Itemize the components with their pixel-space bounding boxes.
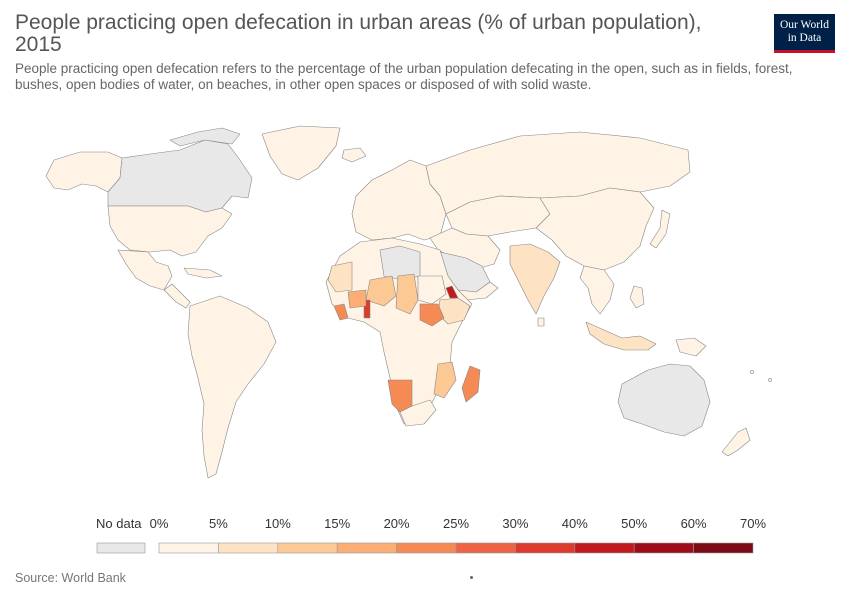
legend-bin[interactable] [218, 542, 279, 554]
region-south-sudan[interactable] [419, 303, 445, 327]
legend-tick-label: 30% [502, 516, 529, 531]
region-namibia[interactable] [387, 379, 413, 413]
region-niger[interactable] [365, 275, 397, 307]
legend-bin[interactable] [515, 542, 576, 554]
region-pacific-island-1[interactable] [750, 370, 754, 374]
region-sudan[interactable] [417, 275, 447, 305]
region-liberia[interactable] [333, 303, 349, 321]
region-usa[interactable] [107, 205, 233, 257]
legend [96, 542, 754, 554]
legend-bin[interactable] [277, 542, 338, 554]
region-mauritania[interactable] [327, 261, 353, 293]
region-south-america[interactable] [187, 295, 277, 479]
legend-tick-label: 70% [739, 516, 767, 531]
owid-logo[interactable]: Our World in Data [774, 14, 835, 53]
chart-title: People practicing open defecation in urb… [15, 11, 702, 56]
region-chad[interactable] [395, 273, 419, 315]
legend-tick-label: 0% [149, 516, 169, 531]
region-southeast-asia[interactable] [579, 265, 615, 315]
region-new-zealand[interactable] [721, 427, 751, 457]
legend-tick-label: 40% [561, 516, 588, 531]
region-alaska[interactable] [45, 151, 123, 193]
legend-no-data-swatch[interactable] [96, 542, 146, 554]
region-madagascar[interactable] [461, 365, 481, 403]
legend-bin[interactable] [336, 542, 397, 554]
region-greenland[interactable] [261, 125, 341, 181]
region-australia[interactable] [617, 363, 711, 437]
legend-bin[interactable] [693, 542, 754, 554]
legend-bin[interactable] [574, 542, 635, 554]
region-pacific-island-2[interactable] [768, 378, 772, 382]
region-mozambique[interactable] [433, 361, 457, 399]
legend-tick-label: 20% [383, 516, 410, 531]
region-china[interactable] [535, 187, 655, 271]
legend-bin[interactable] [396, 542, 457, 554]
legend-no-data-label: No data [96, 516, 142, 531]
legend-bin[interactable] [455, 542, 516, 554]
legend-tick-label: 50% [621, 516, 648, 531]
region-japan[interactable] [649, 209, 671, 249]
chart-subtitle: People practicing open defecation refers… [15, 61, 793, 92]
legend-tick-label: 25% [442, 516, 470, 531]
region-central-america[interactable] [163, 283, 191, 309]
legend-tick-label: 10% [264, 516, 291, 531]
region-europe[interactable] [351, 159, 447, 241]
legend-bin[interactable] [158, 542, 219, 554]
logo-line-2: in Data [787, 32, 822, 44]
legend-tick-label: 15% [324, 516, 351, 531]
legend-tick-label: 60% [680, 516, 707, 531]
region-west-africa[interactable] [347, 289, 367, 309]
scroll-indicator-dot [470, 576, 473, 579]
region-canada[interactable] [107, 139, 253, 213]
region-philippines[interactable] [629, 285, 645, 309]
region-indonesia[interactable] [585, 321, 657, 351]
region-canada-islands[interactable] [169, 127, 241, 147]
region-papua[interactable] [675, 337, 707, 357]
region-south-africa[interactable] [399, 399, 437, 427]
logo-line-1: Our World [779, 19, 829, 31]
legend-bin[interactable] [633, 542, 694, 554]
legend-tick-label: 5% [208, 516, 228, 531]
source-note: Source: World Bank [15, 571, 126, 585]
region-caribbean[interactable] [183, 267, 223, 279]
region-india[interactable] [509, 243, 561, 315]
region-iceland[interactable] [341, 147, 367, 163]
region-sri-lanka[interactable] [537, 317, 545, 327]
region-mexico[interactable] [117, 249, 173, 291]
legend-bins [158, 542, 754, 554]
